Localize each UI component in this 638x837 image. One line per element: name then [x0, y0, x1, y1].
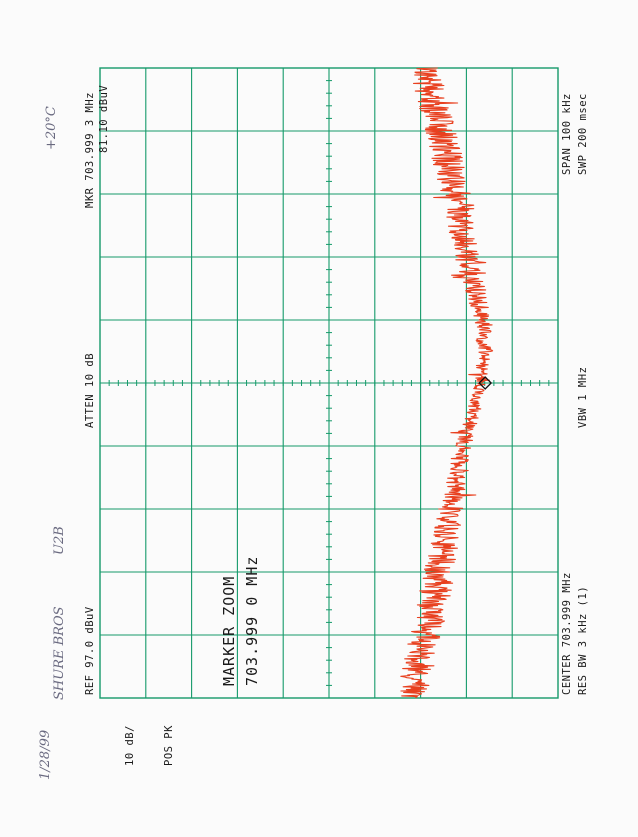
center-frequency-label: CENTER 703.999 MHz	[561, 572, 573, 695]
marker-diamond	[478, 376, 493, 390]
handwritten-date: 1/28/99	[38, 729, 53, 780]
marker-frequency-label: MKR 703.999 3 MHz	[84, 92, 96, 208]
handwritten-temperature: +20°C	[44, 106, 59, 150]
marker-zoom-title: MARKER ZOOM	[220, 575, 238, 686]
sweep-time-label: SWP 200 msec	[577, 93, 589, 175]
handwritten-model: U2B	[52, 526, 67, 555]
marker-level-label: 81.10 dBuV	[98, 84, 110, 153]
plot-grid	[99, 67, 559, 699]
marker-zoom-frequency: 703.999 0 MHz	[243, 555, 261, 686]
handwritten-maker: SHURE BROS	[52, 606, 67, 700]
ref-level-label: REF 97.0 dBuV	[84, 606, 96, 695]
resolution-bandwidth-label: RES BW 3 kHz (1)	[577, 585, 589, 695]
span-label: SPAN 100 kHz	[561, 93, 573, 175]
atten-label: ATTEN 10 dB	[84, 352, 96, 428]
scale-label: 10 dB/	[124, 725, 136, 766]
detector-label: POS PK	[163, 725, 175, 766]
video-bandwidth-label: VBW 1 MHz	[577, 366, 589, 428]
